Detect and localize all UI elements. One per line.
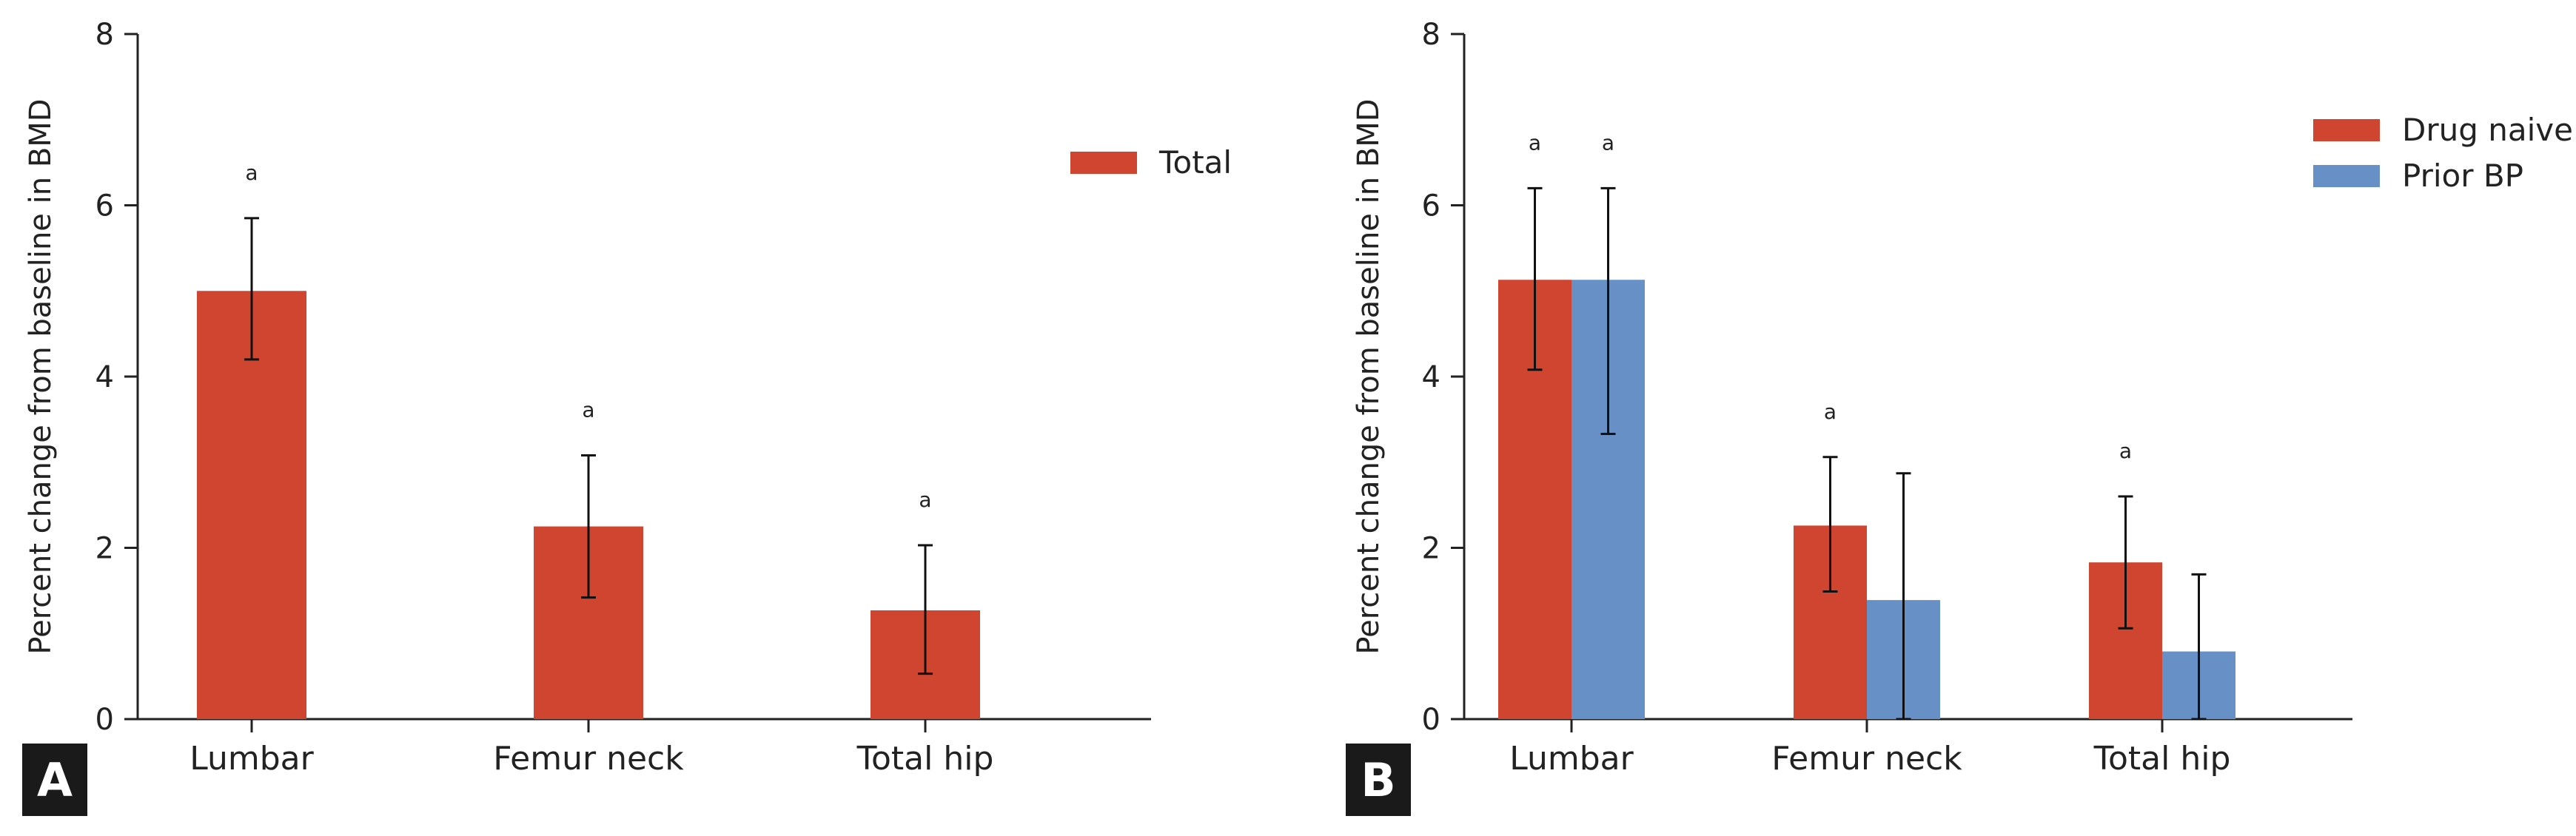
legend-swatch bbox=[1070, 152, 1137, 174]
y-tick-label: 8 bbox=[95, 18, 114, 52]
y-tick-label: 0 bbox=[1422, 703, 1440, 737]
x-tick-label: Lumbar bbox=[1509, 740, 1634, 778]
y-axis-label: Percent change from baseline in BMD bbox=[1352, 98, 1386, 654]
y-tick-label: 4 bbox=[95, 360, 114, 394]
y-tick-label: 2 bbox=[95, 532, 114, 566]
x-tick-label: Femur neck bbox=[1771, 740, 1962, 778]
y-tick-label: 0 bbox=[95, 703, 114, 737]
x-tick-label: Total hip bbox=[856, 740, 994, 778]
significance-label: a bbox=[919, 488, 931, 512]
legend-swatch bbox=[2313, 165, 2380, 187]
panel-badge bbox=[1346, 744, 1411, 816]
y-tick-label: 8 bbox=[1422, 18, 1440, 52]
significance-label: a bbox=[2119, 439, 2132, 463]
chart-panel-B: 0 2 4 6 8 Percent change from baseline in BMD… bbox=[1346, 18, 2573, 816]
legend-label: Total bbox=[1158, 144, 1232, 181]
y-tick-label: 2 bbox=[1422, 532, 1440, 566]
legend-label: Drug naive bbox=[2402, 112, 2573, 148]
chart-panel-A: 0 2 4 6 8 Percent change from baseline in BMD… bbox=[22, 18, 1232, 816]
legend-label: Prior BP bbox=[2402, 158, 2523, 194]
significance-label: a bbox=[245, 161, 258, 185]
panel-badge bbox=[22, 744, 87, 816]
x-tick-label: Lumbar bbox=[189, 740, 314, 778]
significance-label: a bbox=[582, 397, 594, 422]
y-axis-label: Percent change from baseline in BMD bbox=[24, 98, 58, 654]
y-tick-label: 6 bbox=[1422, 189, 1440, 223]
x-tick-label: Femur neck bbox=[493, 740, 684, 778]
significance-label: a bbox=[1602, 130, 1614, 155]
significance-label: a bbox=[1824, 400, 1837, 424]
panel-label: A bbox=[37, 753, 73, 807]
bar bbox=[197, 291, 306, 719]
y-tick-label: 4 bbox=[1422, 360, 1440, 394]
significance-label: a bbox=[1529, 130, 1541, 155]
y-tick-label: 6 bbox=[95, 189, 114, 223]
legend-swatch bbox=[2313, 119, 2380, 141]
panel-label: B bbox=[1361, 753, 1395, 807]
x-tick-label: Total hip bbox=[2093, 740, 2231, 778]
